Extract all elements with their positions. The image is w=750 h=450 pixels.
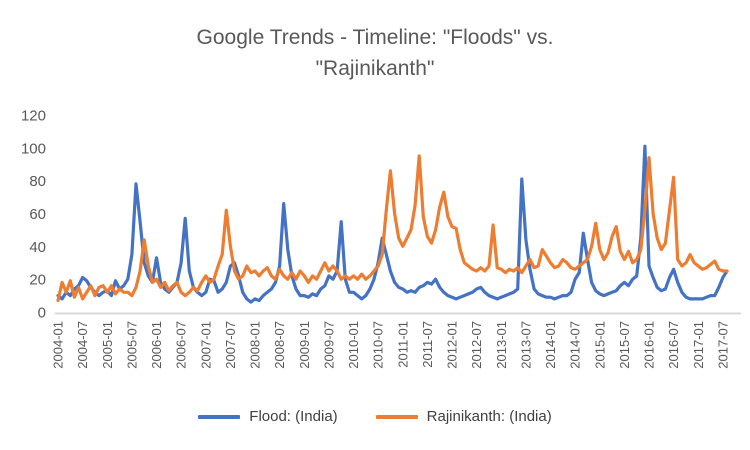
x-axis-tick-label: 2009-07 <box>321 321 336 369</box>
x-axis-tick-label: 2011-07 <box>420 321 435 368</box>
rajinikanth-line-swatch-icon <box>375 414 418 419</box>
x-axis-tick-label: 2012-01 <box>445 321 460 369</box>
x-axis-tick-label: 2014-07 <box>568 321 583 369</box>
x-axis-tick-label: 2010-07 <box>371 321 386 369</box>
x-axis-tick-label: 2011-01 <box>395 321 410 368</box>
series-line-1 <box>56 154 729 303</box>
legend-label-rajinikanth: Rajinikanth: (India) <box>426 408 552 425</box>
x-axis-tick-label: 2015-07 <box>617 321 632 369</box>
x-axis-tick-label: 2017-07 <box>715 321 730 369</box>
x-axis-tick-label: 2008-07 <box>272 321 287 369</box>
chart-legend: Flood: (India) Rajinikanth: (India) <box>0 408 750 425</box>
chart-title-line1: Google Trends - Timeline: "Floods" vs. <box>196 26 554 49</box>
chart-title: Google Trends - Timeline: "Floods" vs. "… <box>95 22 655 84</box>
x-axis-tick-label: 2016-07 <box>666 321 681 369</box>
x-axis-tick-label: 2007-07 <box>223 321 238 369</box>
x-axis-tick-label: 2012-07 <box>469 321 484 369</box>
x-axis-tick-label: 2006-01 <box>149 321 164 369</box>
x-axis-tick-label: 2009-01 <box>297 321 312 369</box>
x-axis-tick-label: 2007-01 <box>198 321 213 369</box>
legend-item-flood: Flood: (India) <box>198 408 338 425</box>
y-axis-tick-label: 40 <box>29 239 46 256</box>
y-axis-tick-label: 20 <box>29 272 46 289</box>
y-axis-tick-label: 60 <box>29 206 46 223</box>
x-axis-tick-label: 2013-07 <box>518 321 533 369</box>
x-axis-tick-label: 2015-01 <box>592 321 607 369</box>
x-axis-tick-label: 2014-01 <box>543 321 558 369</box>
x-axis-tick-label: 2017-01 <box>691 321 706 369</box>
y-axis-tick-label: 120 <box>21 108 46 125</box>
legend-item-rajinikanth: Rajinikanth: (India) <box>375 408 552 425</box>
x-axis-tick-label: 2004-01 <box>51 321 66 369</box>
series-line-0 <box>56 144 729 304</box>
x-axis-tick-label: 2010-01 <box>346 321 361 369</box>
x-axis-tick-label: 2013-01 <box>494 321 509 369</box>
x-axis-tick-label: 2006-07 <box>174 321 189 369</box>
x-axis-tick-label: 2005-07 <box>124 321 139 369</box>
x-axis-tick-label: 2005-01 <box>100 321 115 369</box>
y-axis-tick-label: 80 <box>29 173 46 190</box>
chart-title-line2: "Rajinikanth" <box>315 57 435 80</box>
flood-line-swatch-icon <box>198 414 241 419</box>
legend-label-flood: Flood: (India) <box>249 408 338 425</box>
y-axis-tick-label: 0 <box>38 305 46 322</box>
x-axis-tick-label: 2004-07 <box>75 321 90 369</box>
y-axis-tick-label: 100 <box>21 140 46 157</box>
x-axis-tick-label: 2016-01 <box>642 321 657 369</box>
x-axis-tick-label: 2008-01 <box>248 321 263 369</box>
